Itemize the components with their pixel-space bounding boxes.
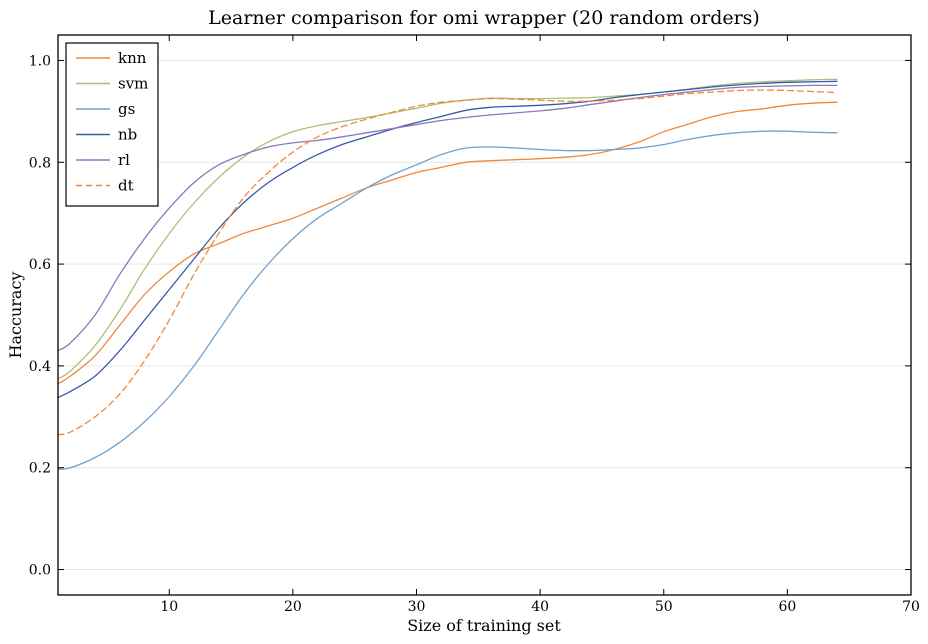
tick-labels: 0.0 0.2 0.4 0.6 0.8 1.0 10 20 30 40 50 60 70 xyxy=(29,53,920,615)
x-tick-label: 50 xyxy=(655,599,673,615)
legend-box xyxy=(65,42,159,207)
x-tick-label: 60 xyxy=(778,599,796,615)
series-line-svm xyxy=(57,78,838,380)
chart-title: Learner comparison for omi wrapper (20 r… xyxy=(208,7,760,29)
series-line-rl xyxy=(57,84,838,352)
x-axis-label: Size of training set xyxy=(407,616,561,635)
legend-label-rl: rl xyxy=(118,151,130,169)
series-line-dt xyxy=(57,89,838,436)
y-tick-label: 0.4 xyxy=(29,359,51,375)
legend-label-svm: svm xyxy=(118,75,148,93)
x-tick-label: 20 xyxy=(284,599,302,615)
legend-label-nb: nb xyxy=(118,126,137,144)
axis-ticks xyxy=(58,35,912,595)
y-tick-label: 0.0 xyxy=(29,563,51,579)
series-line-gs xyxy=(57,130,838,470)
x-tick-label: 70 xyxy=(902,599,920,615)
y-tick-label: 0.8 xyxy=(29,155,51,171)
y-tick-label: 1.0 xyxy=(29,53,51,69)
legend: knn svm gs nb rl dt xyxy=(65,42,159,207)
series-line-nb xyxy=(57,80,838,399)
gridlines xyxy=(58,59,911,571)
legend-label-knn: knn xyxy=(118,49,147,67)
series-line-knn xyxy=(57,101,838,385)
x-tick-label: 30 xyxy=(408,599,426,615)
x-tick-label: 40 xyxy=(531,599,549,615)
plot-frame xyxy=(57,34,912,596)
y-axis-label: Haccuracy xyxy=(6,272,25,359)
legend-label-dt: dt xyxy=(118,177,134,195)
y-tick-label: 0.6 xyxy=(29,257,51,273)
legend-label-gs: gs xyxy=(118,100,135,118)
series-lines xyxy=(57,78,838,470)
x-tick-label: 10 xyxy=(160,599,178,615)
y-tick-label: 0.2 xyxy=(29,461,51,477)
